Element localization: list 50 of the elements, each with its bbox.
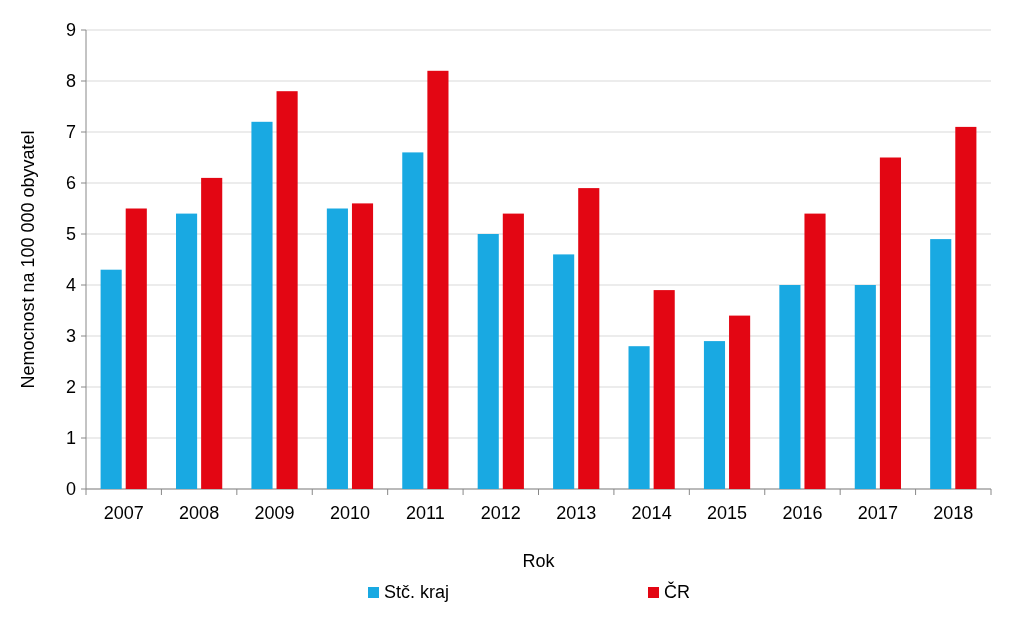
bar (930, 239, 952, 489)
y-tick-label: 7 (65, 122, 76, 143)
bar (955, 126, 977, 489)
y-tick-label: 5 (65, 224, 76, 245)
bar (427, 70, 449, 489)
bar (251, 121, 273, 489)
x-tick-label: 2013 (556, 503, 597, 523)
x-tick-label: 2016 (782, 503, 823, 523)
legend-label: Stč. kraj (384, 582, 450, 602)
bar (854, 285, 876, 489)
bar (779, 285, 801, 489)
y-tick-label: 9 (65, 20, 76, 41)
x-tick-label: 2007 (103, 503, 144, 523)
bar (703, 341, 726, 489)
y-tick-label: 1 (65, 428, 76, 449)
x-tick-label: 2009 (254, 503, 295, 523)
x-tick-label: 2015 (707, 503, 748, 523)
x-tick-label: 2018 (933, 503, 974, 523)
bar (276, 91, 298, 489)
bar (100, 269, 122, 489)
x-tick-label: 2014 (631, 503, 672, 523)
x-axis-title: Rok (522, 551, 556, 571)
y-tick-label: 8 (65, 71, 76, 92)
bar (201, 177, 223, 489)
bar (729, 315, 751, 489)
y-tick-label: 0 (65, 479, 76, 500)
bar (351, 203, 374, 489)
y-axis-title: Nemocnost na 100 000 obyvatel (18, 130, 38, 389)
bar (879, 157, 901, 489)
bar (125, 208, 147, 489)
bar (804, 213, 826, 489)
x-tick-label: 2017 (857, 503, 898, 523)
bar (553, 254, 575, 489)
y-tick-label: 2 (65, 377, 76, 398)
y-tick-label: 4 (65, 275, 76, 296)
bar (402, 152, 424, 489)
bar (578, 188, 600, 489)
bar (176, 213, 198, 489)
y-tick-label: 3 (65, 326, 76, 347)
x-tick-label: 2010 (329, 503, 370, 523)
y-tick-label: 6 (65, 173, 76, 194)
bar (326, 208, 348, 489)
bar (653, 290, 675, 489)
bar (477, 234, 499, 489)
bar (502, 213, 524, 489)
bar (628, 346, 650, 489)
x-tick-label: 2012 (480, 503, 521, 523)
legend-label: ČR (664, 581, 690, 602)
x-tick-label: 2008 (179, 503, 220, 523)
x-tick-label: 2011 (406, 503, 445, 523)
